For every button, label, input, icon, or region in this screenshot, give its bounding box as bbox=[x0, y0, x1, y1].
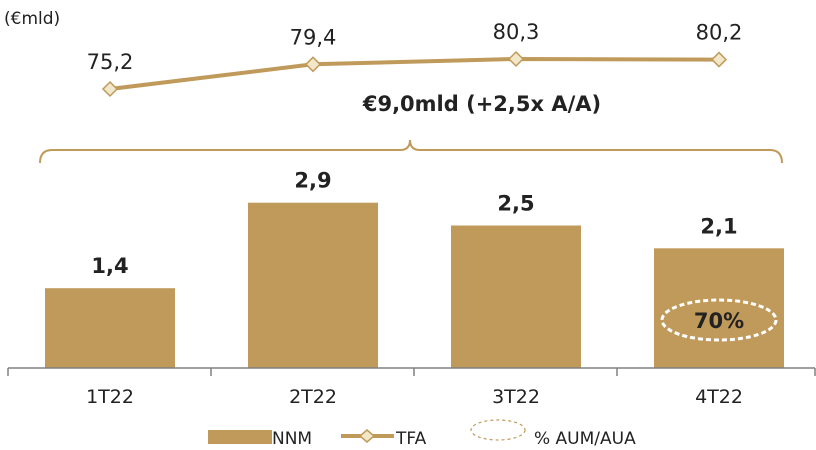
tick-label-4T22: 4T22 bbox=[695, 386, 743, 408]
legend-swatch-tfa-marker bbox=[358, 429, 376, 443]
tfa-label-1T22: 75,2 bbox=[87, 50, 134, 74]
tfa-label-3T22: 80,3 bbox=[493, 20, 540, 44]
aum-aua-oval: 70% bbox=[660, 298, 778, 342]
x-axis-tick-labels: 1T22 2T22 3T22 4T22 bbox=[86, 386, 743, 408]
legend-swatch-oval bbox=[470, 419, 526, 441]
bracket-annotation: €9,0mld (+2,5x A/A) bbox=[362, 92, 601, 116]
bar-label-4T22: 2,1 bbox=[700, 214, 737, 238]
tfa-line bbox=[109, 56, 720, 91]
legend-label-aum: % AUM/AUA bbox=[534, 429, 636, 449]
legend-label-tfa: TFA bbox=[395, 429, 427, 449]
tick-label-1T22: 1T22 bbox=[86, 386, 134, 408]
legend: NNM TFA % AUM/AUA bbox=[208, 419, 636, 449]
tfa-marker-4T22 bbox=[710, 51, 728, 68]
tfa-marker-1T22 bbox=[101, 80, 119, 98]
bar-1T22 bbox=[45, 288, 175, 368]
percent-oval-label: 70% bbox=[694, 309, 744, 333]
tick-label-3T22: 3T22 bbox=[492, 386, 540, 408]
tfa-marker-2T22 bbox=[304, 56, 322, 73]
bar-label-1T22: 1,4 bbox=[91, 254, 128, 278]
percent-oval bbox=[660, 298, 778, 342]
x-axis bbox=[7, 367, 816, 376]
bracket-curly bbox=[39, 139, 783, 164]
unit-label: (€mld) bbox=[4, 9, 60, 29]
nnm-value-labels: 1,4 2,9 2,5 2,1 bbox=[91, 169, 737, 279]
tfa-marker-3T22 bbox=[507, 50, 525, 68]
bar-label-2T22: 2,9 bbox=[294, 169, 331, 193]
tfa-line-series bbox=[101, 50, 728, 98]
nnm-bar-series bbox=[45, 202, 784, 368]
bar-label-3T22: 2,5 bbox=[497, 192, 534, 216]
bar-3T22 bbox=[451, 225, 581, 368]
tfa-label-4T22: 80,2 bbox=[696, 21, 743, 45]
total-bracket bbox=[39, 139, 783, 164]
legend-swatch-nnm bbox=[208, 430, 272, 444]
tick-label-2T22: 2T22 bbox=[289, 386, 337, 408]
tfa-label-2T22: 79,4 bbox=[290, 25, 337, 49]
bar-2T22 bbox=[248, 202, 378, 368]
tfa-value-labels: 75,2 79,4 80,3 80,2 bbox=[87, 20, 743, 74]
legend-label-nnm: NNM bbox=[272, 429, 312, 449]
